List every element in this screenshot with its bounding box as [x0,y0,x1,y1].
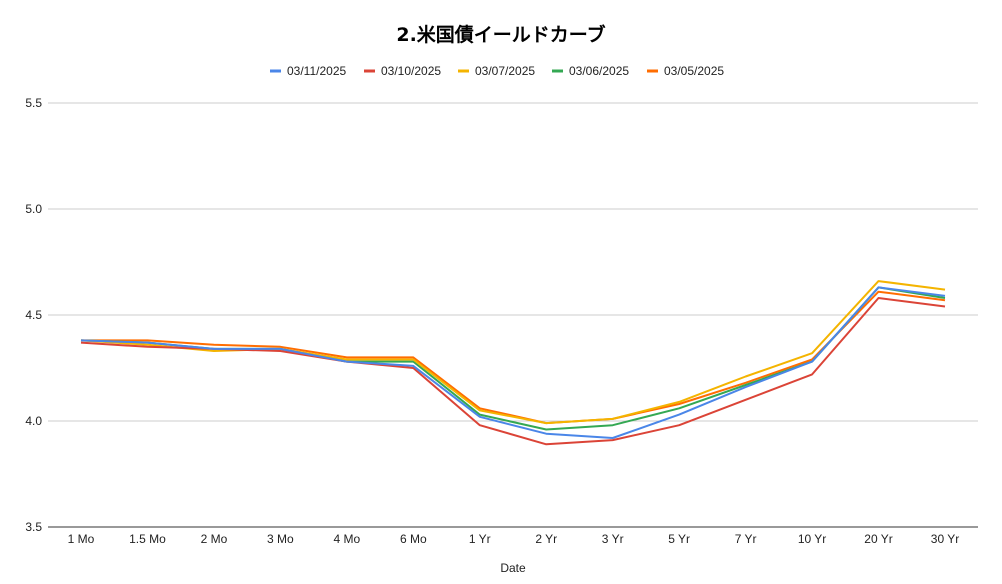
series-line-4 [81,290,946,425]
x-tick-label: 4 Mo [334,532,361,546]
x-tick-label: 1 Mo [68,532,95,546]
chart-title: 2.米国債イールドカーブ [396,24,606,46]
series-lines [80,280,946,446]
x-tick-label: 1 Yr [469,532,491,546]
legend-label: 03/06/2025 [569,64,629,78]
x-tick-label: 1.5 Mo [129,532,166,546]
x-tick-label: 20 Yr [864,532,892,546]
legend-label: 03/07/2025 [475,64,535,78]
y-tick-label: 5.0 [25,202,42,216]
x-tick-label: 7 Yr [735,532,757,546]
legend-label: 03/10/2025 [381,64,441,78]
series-line-0 [80,286,946,439]
x-tick-label: 5 Yr [668,532,690,546]
x-tick-label: 10 Yr [798,532,826,546]
x-tick-label: 30 Yr [931,532,959,546]
x-tick-label: 3 Mo [267,532,294,546]
series-line-2 [80,280,946,425]
x-axis-ticks: 1 Mo 1.5 Mo 2 Mo 3 Mo 4 Mo 6 Mo 1 Yr 2 Yr 3 Yr 5 … [68,532,960,546]
y-tick-label: 5.5 [25,96,42,110]
x-axis-title: Date [500,561,526,575]
x-tick-label: 2 Yr [535,532,557,546]
y-tick-label: 4.5 [25,308,42,322]
x-tick-label: 2 Mo [201,532,228,546]
legend-label: 03/11/2025 [287,64,346,78]
legend-label: 03/05/2025 [664,64,724,78]
x-tick-label: 6 Mo [400,532,427,546]
y-tick-label: 3.5 [25,520,42,534]
y-tick-label: 4.0 [25,414,42,428]
x-tick-label: 3 Yr [602,532,624,546]
legend: 03/11/2025 03/10/2025 03/07/2025 03/06/2025… [270,64,724,78]
y-axis-ticks: 3.5 4.0 4.5 5.0 5.5 [25,96,42,534]
gridlines [48,102,978,528]
